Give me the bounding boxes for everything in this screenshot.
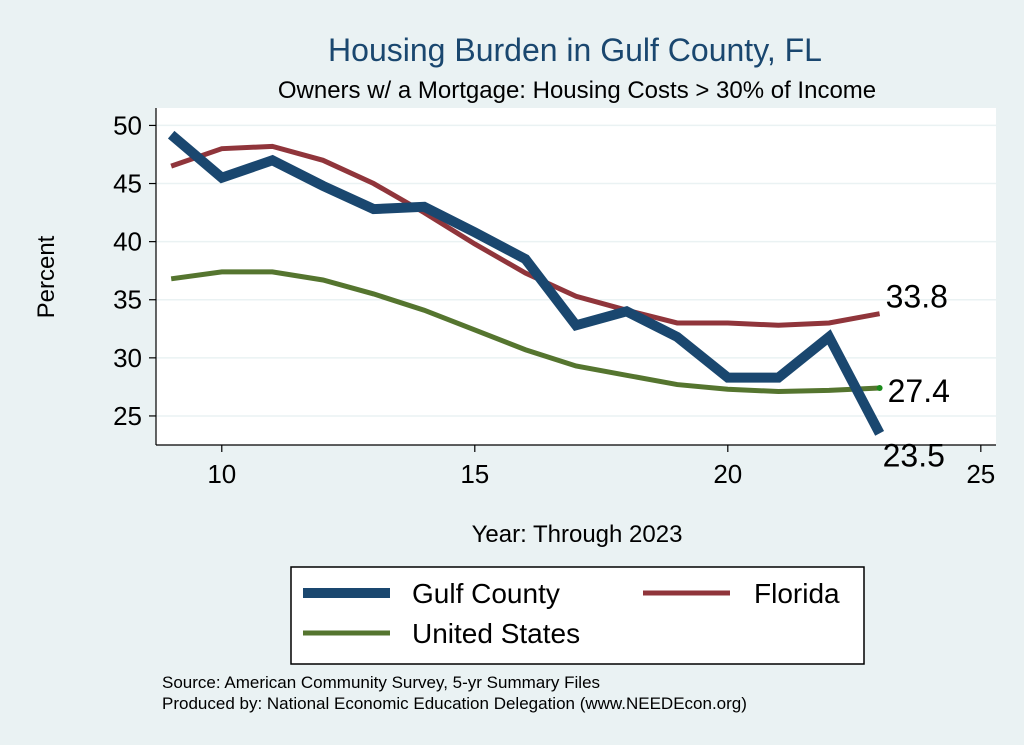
- x-tick-label: 10: [207, 459, 236, 489]
- y-tick-label: 40: [113, 227, 142, 257]
- legend-label-united-states: United States: [412, 618, 580, 649]
- footer-produced-by: Produced by: National Economic Education…: [162, 694, 747, 713]
- series-line-united-states: [170, 269, 880, 395]
- labels-layer: 23.5 33.8 27.4: [883, 279, 950, 474]
- end-label-united-states: 27.4: [888, 373, 950, 409]
- y-tick-label: 25: [113, 401, 142, 431]
- y-tick-label: 30: [113, 343, 142, 373]
- series-line-florida: [170, 143, 881, 328]
- end-label-florida: 33.8: [886, 279, 948, 315]
- x-tick-label: 20: [713, 459, 742, 489]
- series-endpoint-united-states: [876, 385, 883, 392]
- legend-label-florida: Florida: [754, 578, 840, 609]
- y-tick-label: 50: [113, 110, 142, 140]
- chart-subtitle: Owners w/ a Mortgage: Housing Costs > 30…: [278, 77, 876, 104]
- y-axis-label: Percent: [33, 235, 60, 318]
- series-layer: [167, 130, 885, 436]
- legend-label-gulf-county: Gulf County: [412, 578, 560, 609]
- series-line-gulf-county: [167, 130, 885, 436]
- end-label-gulf-county: 23.5: [883, 437, 945, 473]
- axes-layer: 25 30 35 40 45 50 10 15 20 25: [113, 108, 996, 489]
- x-tick-label: 25: [966, 459, 995, 489]
- x-axis-label: Year: Through 2023: [472, 521, 683, 548]
- x-tick-label: 15: [460, 459, 489, 489]
- y-tick-label: 35: [113, 285, 142, 315]
- legend-box: [290, 566, 865, 665]
- plot-area: [156, 108, 996, 445]
- footer-source: Source: American Community Survey, 5-yr …: [162, 673, 600, 692]
- chart-title: Housing Burden in Gulf County, FL: [328, 32, 822, 68]
- grid-layer: [156, 124, 996, 417]
- legend: Gulf County Florida United States: [290, 566, 865, 665]
- y-tick-label: 45: [113, 169, 142, 199]
